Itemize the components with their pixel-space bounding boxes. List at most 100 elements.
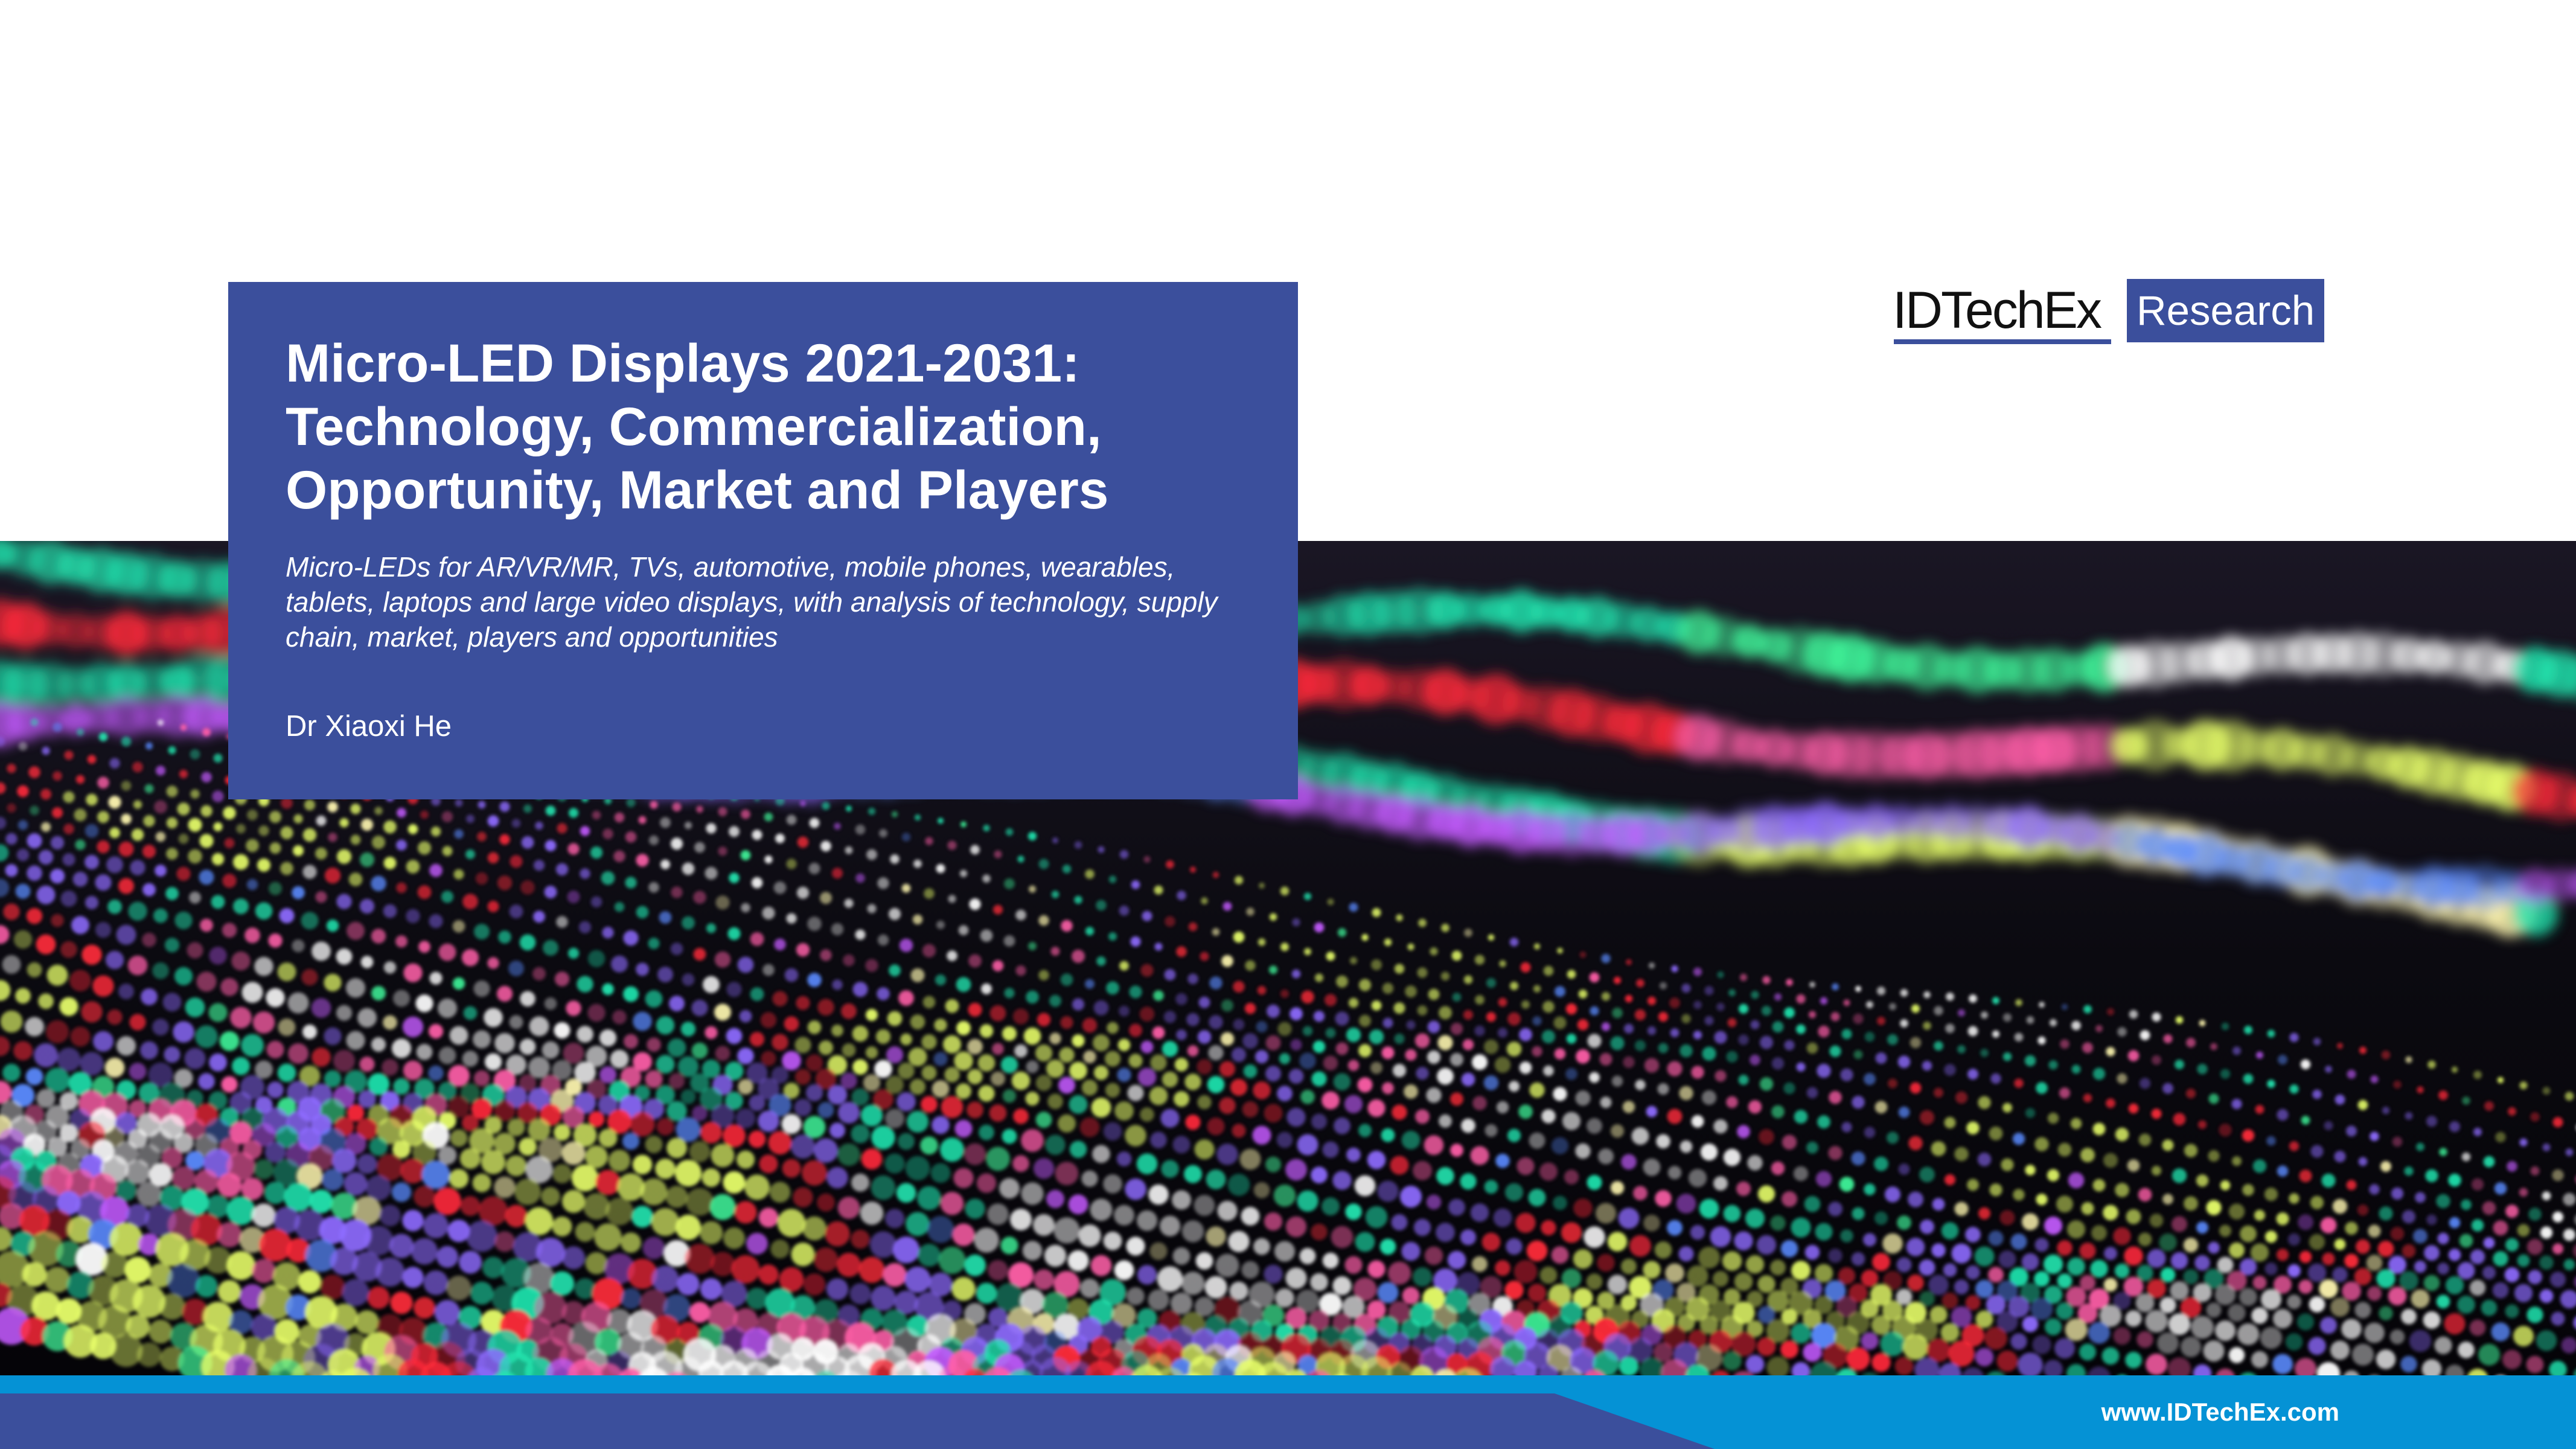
led-dot — [1864, 1183, 1876, 1195]
led-dot — [573, 1123, 597, 1147]
led-dot — [1589, 1072, 1600, 1083]
led-dot — [302, 828, 317, 842]
led-dot — [304, 799, 316, 811]
led-dot — [913, 859, 922, 868]
led-dot — [2044, 1285, 2063, 1304]
led-dot — [1227, 1174, 1250, 1196]
led-dot — [861, 1148, 883, 1169]
led-dot — [2276, 1249, 2289, 1261]
led-dot — [1184, 1165, 1202, 1183]
led-dot — [430, 827, 441, 837]
led-dot — [2277, 1108, 2289, 1121]
led-dot — [331, 1148, 357, 1173]
led-dot — [75, 775, 85, 784]
led-dot — [525, 1207, 554, 1235]
footer-website-link[interactable]: www.IDTechEx.com — [2101, 1398, 2339, 1426]
led-dot — [1047, 1093, 1063, 1110]
led-dot — [501, 1258, 531, 1288]
led-dot — [639, 1289, 668, 1317]
led-dot — [2414, 1260, 2427, 1273]
led-dot — [1533, 943, 1541, 950]
led-dot — [1533, 985, 1541, 993]
led-dot — [1155, 1367, 1184, 1375]
led-dot — [958, 925, 969, 936]
led-dot — [983, 825, 990, 832]
led-dot — [1818, 1025, 1830, 1038]
led-dot — [1083, 1050, 1096, 1064]
led-dot — [1508, 1081, 1520, 1092]
led-dot — [121, 813, 132, 825]
led-dot — [1999, 1210, 2015, 1226]
led-dot — [1472, 1256, 1488, 1272]
led-dot — [791, 1134, 815, 1159]
led-dot — [666, 1137, 687, 1159]
led-dot — [2251, 1351, 2268, 1368]
led-dot — [886, 1046, 904, 1064]
led-dot — [487, 852, 499, 864]
led-dot — [1794, 1110, 1808, 1124]
led-dot — [1238, 1300, 1263, 1325]
led-dot — [737, 956, 754, 973]
led-dot — [309, 1189, 333, 1214]
led-dot — [1085, 1360, 1117, 1375]
led-dot — [938, 817, 944, 824]
led-dot — [1195, 1252, 1213, 1270]
led-dot — [1074, 841, 1082, 849]
led-dot — [1996, 1280, 2018, 1302]
led-dot — [1928, 1275, 1949, 1295]
led-dot — [1941, 1222, 1959, 1239]
led-dot — [567, 891, 580, 903]
led-dot — [793, 1187, 813, 1208]
led-dot — [693, 891, 706, 904]
led-dot — [2208, 1150, 2220, 1162]
led-dot — [1888, 1078, 1897, 1089]
led-dot — [1382, 982, 1394, 994]
led-dot — [1667, 1061, 1683, 1076]
led-dot — [1090, 1255, 1112, 1276]
led-dot — [93, 1031, 113, 1052]
led-dot — [1920, 1219, 1934, 1234]
led-dot — [1197, 1059, 1212, 1075]
led-dot — [2009, 1267, 2028, 1287]
led-dot — [75, 839, 86, 850]
led-dot — [1505, 1183, 1523, 1201]
led-dot — [737, 1048, 754, 1064]
led-dot — [1274, 1241, 1296, 1262]
led-dot — [1105, 1083, 1120, 1098]
led-dot — [252, 1203, 276, 1227]
led-dot — [585, 1252, 608, 1275]
led-dot — [676, 1117, 701, 1142]
led-dot — [460, 1196, 481, 1216]
led-dot — [1212, 928, 1220, 936]
led-dot — [790, 1295, 816, 1320]
led-dot — [869, 1358, 898, 1375]
led-dot — [241, 982, 263, 1003]
led-dot — [322, 1369, 344, 1375]
led-dot — [64, 750, 74, 760]
led-dot — [726, 982, 742, 997]
led-dot — [324, 1070, 342, 1087]
led-dot — [1488, 934, 1495, 941]
led-dot — [1517, 1157, 1535, 1176]
led-dot — [148, 1263, 173, 1288]
led-dot — [1367, 1099, 1385, 1117]
led-dot — [2573, 1317, 2576, 1329]
led-dot — [2445, 1276, 2464, 1294]
led-dot — [1830, 1012, 1840, 1022]
led-dot — [1542, 1000, 1555, 1013]
led-dot — [1405, 985, 1417, 998]
led-dot — [1612, 1007, 1623, 1019]
led-dot — [1448, 1198, 1465, 1216]
led-dot — [2193, 1283, 2212, 1302]
led-dot — [871, 1285, 896, 1311]
led-dot — [904, 1266, 931, 1293]
led-dot — [2376, 1269, 2395, 1288]
led-dot — [1188, 1355, 1221, 1375]
led-dot — [121, 737, 132, 747]
led-dot — [395, 935, 407, 948]
led-dot — [1766, 1319, 1790, 1343]
led-dot — [421, 1160, 450, 1189]
led-dot — [775, 833, 785, 843]
led-dot — [877, 987, 890, 1000]
led-dot — [846, 805, 852, 812]
